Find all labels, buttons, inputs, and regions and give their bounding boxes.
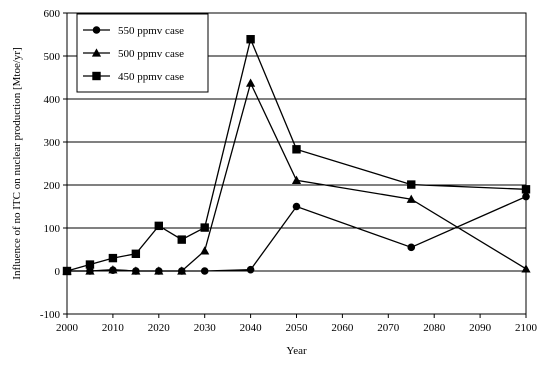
legend-marker-2 <box>92 71 101 81</box>
x-tick-label-7: 2070 <box>377 322 400 334</box>
series-0 <box>63 192 530 275</box>
y-tick-label-7: 600 <box>44 8 61 20</box>
x-tick-label-9: 2090 <box>469 322 492 334</box>
series-1 <box>62 78 531 275</box>
data-point-1-10 <box>521 264 531 273</box>
legend: 550 ppmv case 500 ppmv case 450 ppmv case <box>76 13 209 93</box>
y-axis-title: Influence of no ITC on nuclear productio… <box>11 47 23 279</box>
legend-label-2: 450 ppmv case <box>118 71 184 83</box>
x-tick-label-1: 2010 <box>102 322 125 334</box>
data-point-2-10 <box>521 185 531 194</box>
data-point-1-4 <box>154 266 164 275</box>
series-2 <box>62 35 531 276</box>
x-tick-label-4: 2040 <box>240 322 263 334</box>
y-tick-label-2: 100 <box>44 223 61 235</box>
y-tick-label-3: 200 <box>44 180 61 192</box>
data-point-0-7 <box>246 265 255 274</box>
y-tick-label-1: 0 <box>55 266 61 278</box>
y-tick-label-5: 400 <box>44 94 61 106</box>
data-point-1-3 <box>131 266 141 275</box>
data-point-2-3 <box>131 249 141 258</box>
x-tick-label-8: 2080 <box>423 322 446 334</box>
x-tick-label-2: 2020 <box>148 322 171 334</box>
data-point-1-8 <box>291 175 302 184</box>
data-point-0-10 <box>522 192 530 201</box>
data-point-2-1 <box>85 260 95 269</box>
data-point-1-1 <box>85 266 95 275</box>
data-point-2-8 <box>292 145 301 154</box>
data-point-0-6 <box>200 267 209 275</box>
data-point-1-5 <box>177 266 187 275</box>
x-axis-title: Year <box>286 345 307 357</box>
data-point-2-5 <box>177 235 186 244</box>
x-tick-label-10: 2100 <box>515 322 538 334</box>
x-tick-label-6: 2060 <box>331 322 354 334</box>
legend-label-1: 500 ppmv case <box>118 48 184 60</box>
series-group <box>62 35 531 276</box>
legend-label-0: 550 ppmv case <box>118 25 184 37</box>
data-point-1-7 <box>246 78 256 87</box>
data-point-1-9 <box>406 194 416 203</box>
y-tick-label-0: -100 <box>40 309 61 321</box>
legend-marker-0 <box>92 26 101 34</box>
y-tick-label-4: 300 <box>44 137 61 149</box>
data-point-2-9 <box>407 180 416 189</box>
data-point-0-8 <box>292 202 301 211</box>
data-point-1-2 <box>108 265 118 274</box>
data-point-2-6 <box>200 223 209 232</box>
data-point-0-9 <box>407 243 416 252</box>
x-tick-label-3: 2030 <box>194 322 217 334</box>
data-point-2-0 <box>62 266 72 276</box>
x-tick-label-0: 2000 <box>56 322 79 334</box>
y-tick-label-6: 500 <box>44 51 61 63</box>
data-point-1-6 <box>200 246 210 255</box>
legend-marker-1 <box>91 48 102 57</box>
axes: -100 0 100 200 300 400 500 600 2000 2010 2020 2030 2… <box>40 8 538 334</box>
data-point-2-7 <box>246 35 255 44</box>
x-tick-label-5: 2050 <box>286 322 309 334</box>
data-point-2-4 <box>154 221 163 231</box>
data-point-2-2 <box>108 253 118 263</box>
